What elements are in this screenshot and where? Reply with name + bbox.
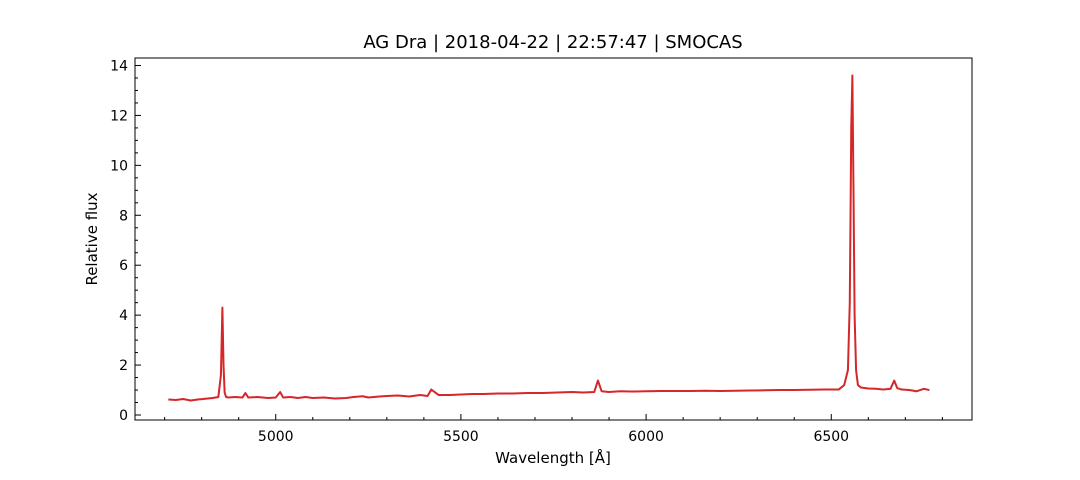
x-tick-label: 5000	[258, 429, 294, 445]
y-tick-label: 0	[119, 408, 128, 424]
chart-title: AG Dra | 2018-04-22 | 22:57:47 | SMOCAS	[363, 32, 742, 53]
x-tick-label: 5500	[443, 429, 479, 445]
y-tick-label: 12	[110, 108, 128, 124]
y-tick-label: 4	[119, 308, 128, 324]
x-tick-label: 6000	[628, 429, 664, 445]
y-tick-label: 2	[119, 358, 128, 374]
axis-ticks: 5000 5500 6000 6500 0 2 4 6 8 10 12 14	[110, 58, 943, 445]
x-axis-label: Wavelength [Å]	[495, 448, 611, 467]
y-tick-label: 10	[110, 158, 128, 174]
y-axis-label: Relative flux	[83, 192, 101, 285]
y-tick-label: 14	[110, 58, 128, 74]
spectrum-line	[168, 74, 930, 402]
x-tick-label: 6500	[813, 429, 849, 445]
y-tick-label: 6	[119, 258, 128, 274]
plot-area	[168, 74, 930, 402]
y-tick-label: 8	[119, 208, 128, 224]
plot-frame	[134, 57, 973, 421]
